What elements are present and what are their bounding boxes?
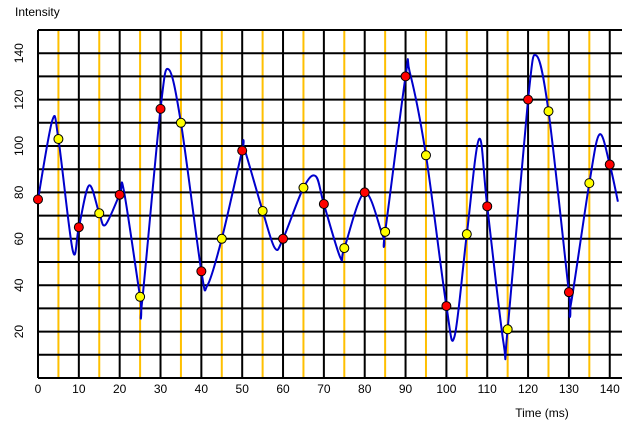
- sample-point: [502, 324, 513, 335]
- y-tick-label: 100: [12, 136, 26, 156]
- y-tick-label: 40: [12, 278, 26, 292]
- sample-point: [400, 71, 411, 82]
- x-axis-label: Time (ms): [515, 406, 569, 420]
- x-tick-label: 0: [35, 382, 42, 396]
- y-tick-label: 120: [12, 89, 26, 109]
- curve: [37, 54, 619, 361]
- x-tick-label: 80: [358, 382, 372, 396]
- sample-point: [114, 189, 125, 200]
- sample-point: [196, 266, 207, 277]
- sample-point: [278, 233, 289, 244]
- sample-point: [237, 145, 248, 156]
- sample-point: [298, 182, 309, 193]
- x-tick-label: 50: [236, 382, 250, 396]
- sample-point: [257, 205, 268, 216]
- sample-point: [461, 229, 472, 240]
- sample-point: [94, 208, 105, 219]
- sample-point: [441, 301, 452, 312]
- y-tick-label: 140: [12, 43, 26, 63]
- sample-point: [604, 159, 615, 170]
- x-tick-label: 20: [113, 382, 127, 396]
- sample-point: [543, 106, 554, 117]
- x-tick-label: 10: [72, 382, 86, 396]
- y-tick-label: 20: [12, 325, 26, 339]
- sample-point: [33, 194, 43, 205]
- sample-point: [175, 117, 186, 128]
- sample-point: [359, 187, 370, 198]
- x-tick-label: 30: [154, 382, 168, 396]
- sample-point: [380, 226, 391, 237]
- x-tick-label: 120: [518, 382, 538, 396]
- y-tick-label: 80: [12, 185, 26, 199]
- sample-point: [523, 94, 534, 105]
- x-tick-label: 140: [600, 382, 620, 396]
- x-tick-label: 110: [478, 382, 497, 396]
- x-tick-label: 40: [195, 382, 209, 396]
- sample-point: [155, 103, 166, 114]
- x-tick-label: 60: [276, 382, 290, 396]
- sample-point: [53, 134, 64, 145]
- sample-point: [73, 222, 84, 233]
- sample-point: [318, 199, 329, 209]
- sample-point: [216, 233, 227, 244]
- x-tick-label: 70: [317, 382, 331, 396]
- x-tick-label: 130: [559, 382, 579, 396]
- sample-point: [420, 150, 431, 161]
- x-tick-label: 100: [436, 382, 456, 396]
- y-axis-label: Intensity: [15, 5, 60, 19]
- sample-point: [482, 201, 493, 212]
- sample-point: [339, 243, 350, 254]
- sample-point: [563, 287, 574, 298]
- y-tick-label: 60: [12, 232, 26, 246]
- sample-point: [584, 178, 595, 189]
- sample-point: [135, 291, 146, 302]
- x-tick-label: 90: [399, 382, 413, 396]
